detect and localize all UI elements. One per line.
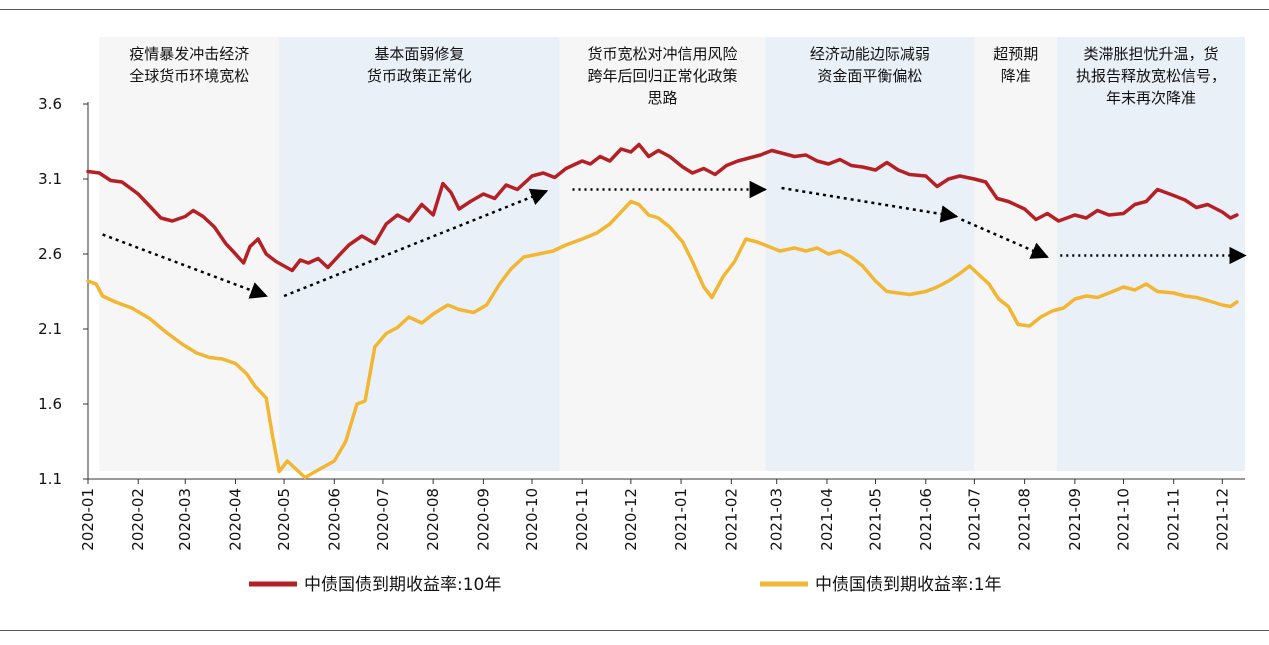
- x-tick-label: 2021-03: [768, 488, 786, 551]
- y-tick-label: 1.1: [38, 470, 62, 488]
- x-tick-label: 2020-11: [573, 488, 591, 551]
- phase-band-5: [974, 37, 1058, 471]
- phase-label-4-line-1: 经济动能边际减弱: [810, 45, 930, 63]
- x-tick-label: 2021-11: [1165, 488, 1183, 551]
- phase-band-3: [559, 37, 766, 471]
- x-tick-label: 2020-03: [176, 488, 194, 551]
- phase-label-6-line-3: 年末再次降准: [1106, 89, 1196, 107]
- x-tick-label: 2020-01: [79, 488, 97, 551]
- phase-label-3-line-1: 货币宽松对冲信用风险: [587, 45, 737, 63]
- x-tick-label: 2020-08: [424, 488, 442, 551]
- x-tick-label: 2020-05: [275, 488, 293, 551]
- phase-band-1: [99, 37, 280, 471]
- x-tick-label: 2021-12: [1213, 488, 1231, 551]
- y-tick-label: 2.1: [38, 320, 62, 338]
- y-tick-label: 1.6: [38, 395, 62, 413]
- trend-arrow-2: [283, 188, 549, 298]
- x-tick-label: 2021-05: [867, 488, 885, 551]
- x-tick-label: 2021-06: [917, 488, 935, 551]
- series-line-10y: [86, 142, 1239, 273]
- x-tick-label: 2020-06: [325, 488, 343, 551]
- x-tick-label: 2020-09: [474, 488, 492, 551]
- y-axis: 3.6 3.1 2.6 2.1 1.6 1.1: [38, 95, 89, 488]
- x-tick-label: 2021-09: [1066, 488, 1084, 551]
- x-tick-label: 2021-07: [965, 488, 983, 551]
- legend-label-2: 中债国债到期收益率:1年: [815, 575, 1002, 595]
- phase-band-2: [279, 37, 560, 471]
- phase-label-2-line-2: 货币政策正常化: [367, 67, 472, 85]
- y-tick-label: 2.6: [38, 245, 62, 263]
- trend-arrow-4: [781, 186, 959, 223]
- phase-band-6: [1057, 37, 1245, 471]
- x-tick-label: 2020-07: [374, 488, 392, 551]
- legend-label-1: 中债国债到期收益率:10年: [304, 575, 501, 595]
- phase-label-1-line-2: 全球货币环境宽松: [129, 67, 249, 85]
- x-tick-label: 2020-04: [226, 488, 244, 551]
- x-tick-label: 2021-04: [818, 488, 836, 551]
- x-tick-label: 2020-10: [523, 488, 541, 551]
- x-tick-label: 2021-10: [1114, 488, 1132, 551]
- phase-label-3-line-2: 跨年后回归正常化政策: [587, 67, 737, 85]
- phase-label-3-line-3: 思路: [647, 89, 677, 107]
- y-tick-label: 3.1: [38, 170, 62, 188]
- x-tick-label: 2021-01: [672, 488, 690, 551]
- legend: 中债国债到期收益率:10年 中债国债到期收益率:1年: [249, 575, 1002, 595]
- y-tick-label: 3.6: [38, 95, 62, 113]
- phase-label-4-line-2: 资金面平衡偏松: [817, 67, 922, 85]
- phase-label-6-line-2: 执报告释放宽松信号，: [1076, 67, 1226, 85]
- series-lines: [86, 142, 1239, 480]
- trend-arrows: [102, 180, 1247, 299]
- phase-label-1-line-1: 疫情暴发冲击经济: [129, 45, 249, 63]
- bottom-rule: [0, 630, 1269, 631]
- x-axis: 2020-01 2020-02 2020-03 2020-04 2020-05 2020-…: [79, 478, 1245, 551]
- phase-label-6-line-1: 类滞胀担忧升温，货: [1084, 45, 1219, 63]
- phase-label-5-line-1: 超预期: [993, 45, 1038, 63]
- x-tick-label: 2020-12: [622, 488, 640, 551]
- x-tick-label: 2021-02: [722, 488, 740, 551]
- phase-label-2-line-1: 基本面弱修复: [374, 45, 464, 63]
- series-line-1y: [86, 199, 1239, 480]
- x-tick-label: 2020-02: [129, 488, 147, 551]
- trend-arrow-5: [960, 218, 1049, 259]
- x-tick-label: 2021-08: [1016, 488, 1034, 551]
- top-rule: [0, 9, 1269, 10]
- phase-label-5-line-2: 降准: [1001, 67, 1031, 85]
- trend-arrow-1: [102, 233, 268, 299]
- phase-band-4: [765, 37, 975, 471]
